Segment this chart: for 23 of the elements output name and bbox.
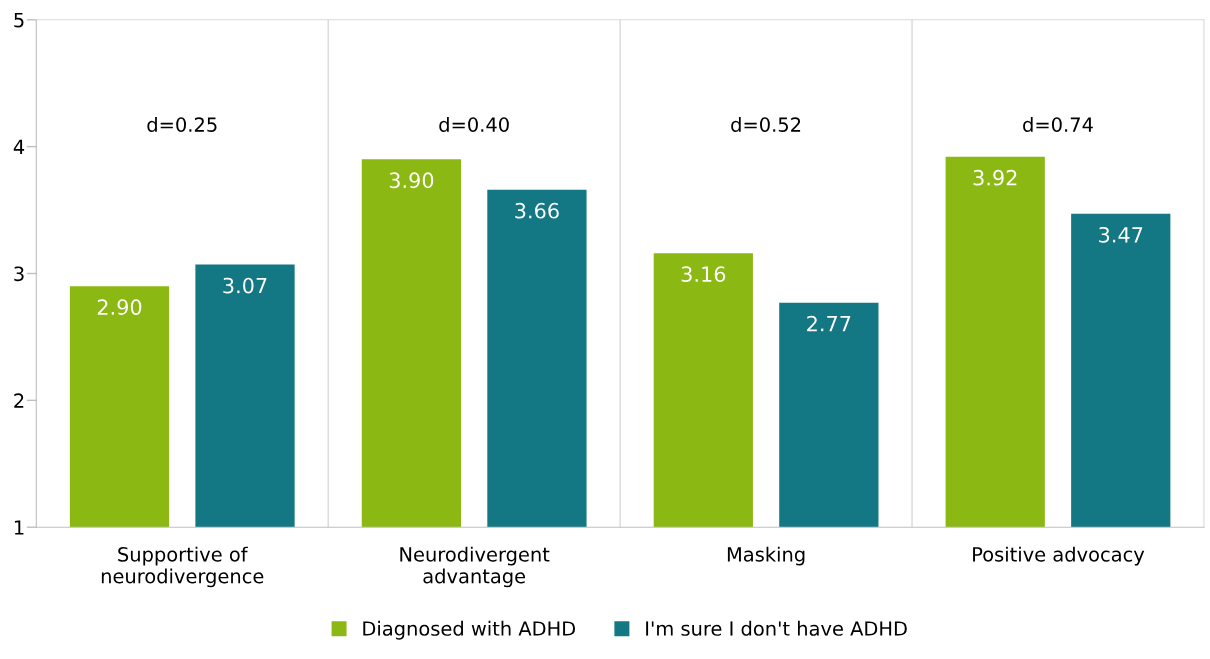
data-label: 3.47 — [1099, 226, 1143, 243]
y-tick-label: 4 — [13, 139, 25, 155]
annotation: d=0.40 — [439, 116, 509, 132]
data-label: 2.77 — [807, 315, 851, 332]
x-tick-label: Positive advocacy — [973, 546, 1145, 566]
x-tick-label: Neurodivergent advantage — [400, 546, 550, 588]
data-label: 3.90 — [389, 172, 434, 189]
annotation: d=0.25 — [147, 116, 217, 132]
annotation: d=0.74 — [1023, 116, 1093, 132]
data-label: 3.92 — [973, 169, 1017, 186]
x-tick-label: Masking — [727, 546, 805, 566]
data-label: 3.16 — [681, 266, 726, 282]
legend-label: Diagnosed with ADHD — [363, 620, 576, 640]
legend-label: I'm sure I don't have ADHD — [646, 620, 907, 636]
x-tick-label: Supportive of neurodivergence — [101, 546, 264, 588]
annotation: d=0.52 — [731, 116, 801, 132]
data-label: 3.66 — [515, 202, 559, 219]
data-label: 3.07 — [223, 277, 267, 294]
y-tick-label: 2 — [14, 393, 24, 408]
y-tick-label: 3 — [14, 266, 24, 282]
data-label: 2.90 — [97, 299, 142, 315]
y-tick-label: 5 — [14, 12, 24, 28]
y-tick-label: 1 — [14, 520, 24, 535]
